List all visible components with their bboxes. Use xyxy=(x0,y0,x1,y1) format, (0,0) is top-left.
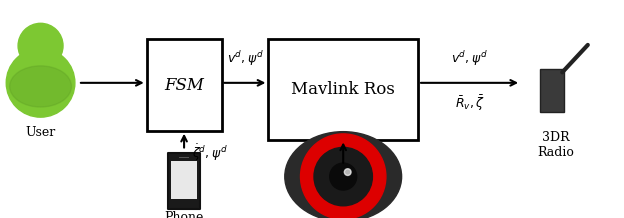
Text: Phone: Phone xyxy=(164,211,204,218)
Bar xyxy=(179,157,189,158)
Text: $\dot{\zeta}^d, \psi^d$: $\dot{\zeta}^d, \psi^d$ xyxy=(192,142,227,163)
Bar xyxy=(268,39,418,140)
Ellipse shape xyxy=(18,23,63,68)
Text: Mavlink Ros: Mavlink Ros xyxy=(291,81,395,98)
Ellipse shape xyxy=(285,132,402,218)
Text: $\bar{R}_v, \bar{\zeta}$: $\bar{R}_v, \bar{\zeta}$ xyxy=(454,94,485,113)
Text: 3DR
Radio: 3DR Radio xyxy=(537,131,574,159)
Ellipse shape xyxy=(344,169,351,175)
Ellipse shape xyxy=(6,49,75,117)
Ellipse shape xyxy=(301,134,386,218)
Ellipse shape xyxy=(329,163,357,190)
Ellipse shape xyxy=(10,66,71,107)
Text: FSM: FSM xyxy=(164,77,204,94)
Text: Vicon: Vicon xyxy=(326,195,361,208)
Bar xyxy=(171,161,197,199)
Ellipse shape xyxy=(314,147,373,206)
Text: $\bar{R}_v, \bar{\zeta}$: $\bar{R}_v, \bar{\zeta}$ xyxy=(349,152,379,171)
Text: User: User xyxy=(26,126,56,140)
Text: $v^d, \psi^d$: $v^d, \psi^d$ xyxy=(451,49,488,68)
Bar xyxy=(147,39,222,131)
Bar xyxy=(540,69,564,112)
Text: $v^d, \psi^d$: $v^d, \psi^d$ xyxy=(227,49,263,68)
Bar xyxy=(168,153,200,209)
